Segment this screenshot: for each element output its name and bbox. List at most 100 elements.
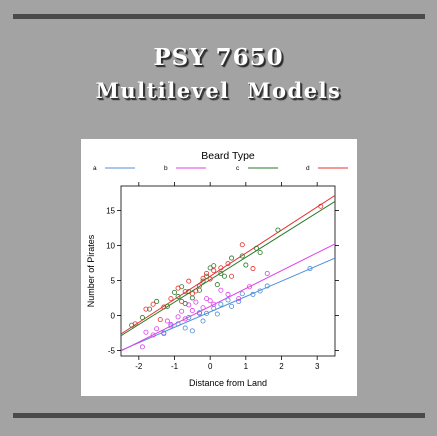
data-point-c (275, 227, 281, 233)
data-point-c (186, 289, 192, 295)
data-point-a (214, 311, 220, 317)
data-point-c (243, 262, 249, 268)
x-tick-label: -1 (171, 362, 179, 371)
data-point-b (179, 308, 185, 314)
data-point-b (196, 310, 202, 316)
data-point-a (236, 298, 242, 304)
data-point-d (239, 242, 245, 248)
data-point-c (257, 249, 263, 255)
data-point-c (139, 315, 145, 321)
data-point-b (200, 305, 206, 311)
data-point-d (211, 268, 217, 274)
data-point-b (164, 318, 170, 324)
data-point-d (179, 298, 185, 304)
data-point-d (250, 266, 256, 272)
data-point-a (175, 321, 181, 327)
data-point-d (318, 203, 324, 209)
data-point-c (254, 245, 260, 251)
data-point-c (211, 263, 217, 269)
top-divider (13, 14, 425, 19)
data-point-d (189, 291, 195, 297)
data-point-b (193, 299, 199, 305)
data-point-b (204, 296, 210, 302)
data-point-b (182, 316, 188, 322)
x-tick-label: 3 (315, 362, 320, 371)
data-point-a (204, 310, 210, 316)
data-point-b (175, 314, 181, 320)
legend-title: Beard Type (201, 150, 255, 162)
data-point-b (246, 284, 252, 290)
data-point-a (189, 328, 195, 334)
legend-key-label: a (93, 165, 97, 172)
data-point-b (154, 326, 160, 332)
data-point-b (189, 308, 195, 314)
x-axis-label: Distance from Land (189, 378, 267, 388)
plot-frame (120, 185, 336, 357)
data-point-d (200, 275, 206, 281)
data-point-d (132, 321, 138, 327)
data-point-a (250, 291, 256, 297)
regression-line-c (121, 200, 335, 337)
data-point-a (218, 301, 224, 307)
data-point-c (207, 265, 213, 271)
data-point-c (239, 253, 245, 259)
data-point-c (218, 270, 224, 276)
data-point-b (225, 291, 231, 297)
data-point-a (182, 325, 188, 331)
data-point-a (239, 291, 245, 297)
y-axis-label: Number of Pirates (86, 234, 96, 307)
data-point-d (150, 301, 156, 307)
title-block: PSY 7650 Multilevel Models (0, 42, 437, 108)
y-tick-label: 10 (106, 241, 115, 250)
scatter-chart: Beard Type a b c d -2 -1 0 1 2 3 -5 0 5 10 15 Distanc… (86, 150, 348, 388)
data-point-b (161, 331, 167, 337)
data-point-d (207, 276, 213, 282)
data-point-d (218, 265, 224, 271)
data-point-b (168, 322, 174, 328)
data-point-b (264, 270, 270, 276)
data-point-c (172, 289, 178, 295)
data-point-b (218, 287, 224, 293)
data-point-b (236, 296, 242, 302)
data-point-d (168, 296, 174, 302)
data-point-a (168, 323, 174, 329)
data-point-c (189, 295, 195, 301)
x-tick-label: 0 (208, 362, 213, 371)
data-point-c (164, 303, 170, 309)
data-points (129, 203, 324, 350)
legend: a b c d (93, 165, 348, 172)
regression-lines (121, 195, 335, 352)
data-point-c (221, 273, 227, 279)
data-point-d (225, 261, 231, 267)
data-point-c (200, 278, 206, 284)
x-tick-label: 2 (279, 362, 284, 371)
x-tick-label: -2 (135, 362, 143, 371)
y-tick-label: 15 (106, 206, 115, 215)
data-point-a (264, 283, 270, 289)
data-point-a (200, 318, 206, 324)
data-point-c (214, 282, 220, 288)
data-point-d (204, 270, 210, 276)
data-point-d (161, 304, 167, 310)
data-point-a (257, 288, 263, 294)
data-point-b (143, 329, 149, 335)
bottom-divider (13, 413, 425, 418)
axes: -2 -1 0 1 2 3 -5 0 5 10 15 (106, 182, 339, 371)
y-tick-label: 0 (111, 311, 116, 320)
data-point-a (229, 303, 235, 309)
data-point-d (157, 317, 163, 323)
x-tick-label: 1 (244, 362, 249, 371)
data-point-a (225, 297, 231, 303)
y-tick-label: 5 (111, 276, 116, 285)
data-point-d (143, 306, 149, 312)
regression-line-d (121, 195, 335, 335)
y-tick-label: -5 (108, 346, 116, 355)
legend-key-label: d (306, 165, 310, 172)
data-point-d (182, 289, 188, 295)
legend-key-label: c (236, 165, 240, 172)
data-point-d (175, 285, 181, 291)
course-subtitle: Multilevel Models (95, 78, 342, 103)
regression-line-b (121, 243, 335, 352)
data-point-d (186, 278, 192, 284)
data-point-c (154, 298, 160, 304)
